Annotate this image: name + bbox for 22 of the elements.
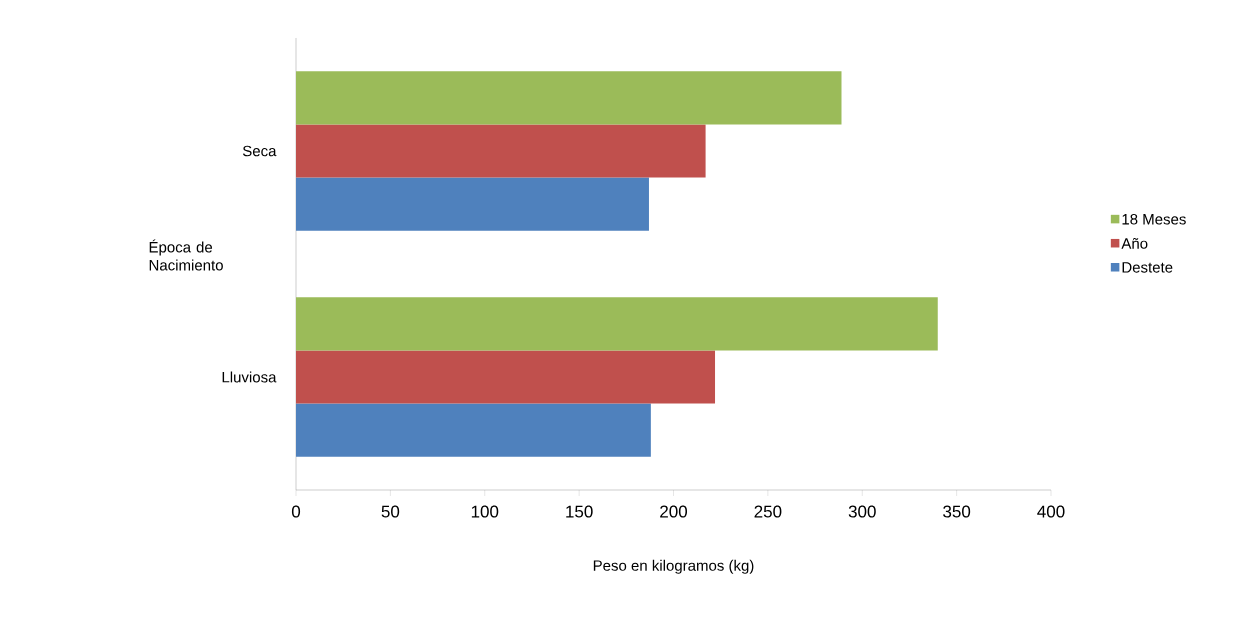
x-tick-label: 300 (848, 505, 876, 518)
bar (296, 124, 706, 178)
x-tick-label: 250 (754, 505, 782, 518)
bar (296, 177, 649, 231)
legend-label: 18 Meses (1122, 213, 1186, 225)
x-tick-label: 350 (943, 505, 971, 518)
y-tick-label: Lluviosa (222, 371, 277, 383)
x-tick-label: 50 (381, 505, 400, 518)
bar (296, 350, 716, 404)
x-tick-label: 0 (291, 505, 301, 518)
x-tick-label: 200 (660, 505, 688, 518)
bar (296, 403, 651, 457)
legend-label: Destete (1122, 262, 1173, 273)
y-tick-label: Seca (242, 145, 277, 157)
bar (296, 71, 842, 125)
x-tick-label: 400 (1037, 505, 1065, 518)
x-tick-label: 100 (471, 505, 499, 518)
x-tick-label: 150 (566, 505, 593, 518)
y-axis-title: Época de Nacimiento (149, 239, 223, 271)
x-axis-title: Peso en kilogramos (kg) (593, 559, 754, 574)
legend-label: Año (1121, 237, 1148, 249)
bar (296, 297, 938, 351)
